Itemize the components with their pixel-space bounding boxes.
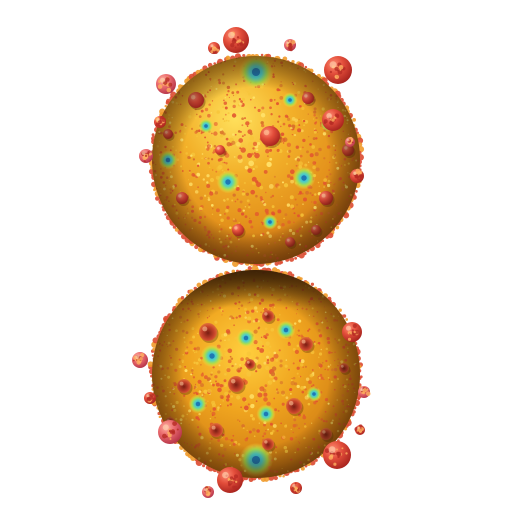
outer-bumps-front [132,27,371,498]
upper-fractal-sphere [152,56,360,264]
lower-sphere-rim-shade [152,270,360,478]
upper-sphere-rim-shade [152,56,360,264]
